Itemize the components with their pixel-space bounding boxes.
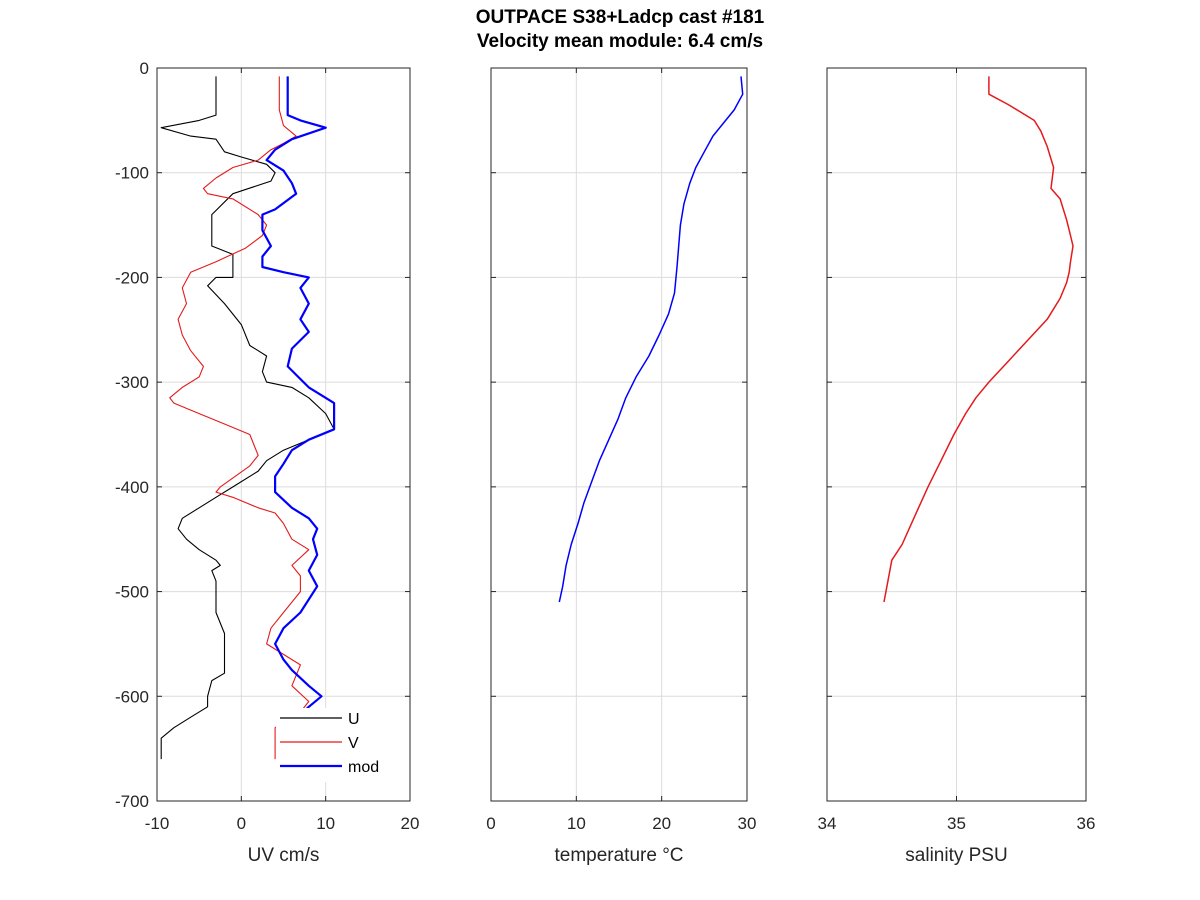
x-tick-label: 36 <box>1077 814 1096 833</box>
axes-box <box>156 67 411 802</box>
title-line-1: OUTPACE S38+Ladcp cast #181 <box>475 7 765 28</box>
y-tick-label: -600 <box>115 687 149 706</box>
title-line-2: Velocity mean module: 6.4 cm/s <box>476 31 764 52</box>
legend-label-v: V <box>348 735 359 752</box>
x-tick-label: 10 <box>316 814 335 833</box>
panel-2: 0 10 20 30 temperature °C <box>486 67 757 866</box>
series-line-v <box>169 76 310 760</box>
y-tick-label: -700 <box>115 792 149 811</box>
y-tick-label: -300 <box>115 373 149 392</box>
legend-label-u: U <box>348 711 360 728</box>
x-tick-label: 20 <box>401 814 420 833</box>
y-tick-label: -400 <box>115 478 149 497</box>
series-line-u <box>160 76 335 760</box>
x-axis-label: salinity PSU <box>905 845 1007 866</box>
panel-1: -10 0 10 200-100-200-300-400-500-600-700UV … <box>115 59 419 866</box>
y-tick-label: -100 <box>115 164 149 183</box>
y-tick-label: -200 <box>115 268 149 287</box>
legend-label-mod: mod <box>348 759 379 776</box>
y-tick-label: -500 <box>115 583 149 602</box>
x-tick-label: 0 <box>237 814 246 833</box>
x-tick-label: -10 <box>145 814 170 833</box>
x-tick-label: 20 <box>652 814 671 833</box>
panel-3: 34 35 36 salinity PSU <box>818 67 1096 866</box>
x-tick-label: 10 <box>567 814 586 833</box>
x-tick-label: 0 <box>486 814 495 833</box>
x-axis-label: UV cm/s <box>248 845 320 866</box>
series-line-profile <box>558 76 744 603</box>
x-tick-label: 30 <box>738 814 757 833</box>
legend-box <box>276 708 388 782</box>
x-tick-label: 35 <box>947 814 966 833</box>
y-tick-label: 0 <box>140 59 149 78</box>
series-line-profile <box>883 76 1074 603</box>
figure-title: OUTPACE S38+Ladcp cast #181 Velocity mea… <box>0 6 1200 54</box>
axes-box <box>490 67 748 802</box>
x-axis-label: temperature °C <box>554 845 683 866</box>
x-tick-label: 34 <box>818 814 837 833</box>
series-line-mod <box>261 76 336 760</box>
